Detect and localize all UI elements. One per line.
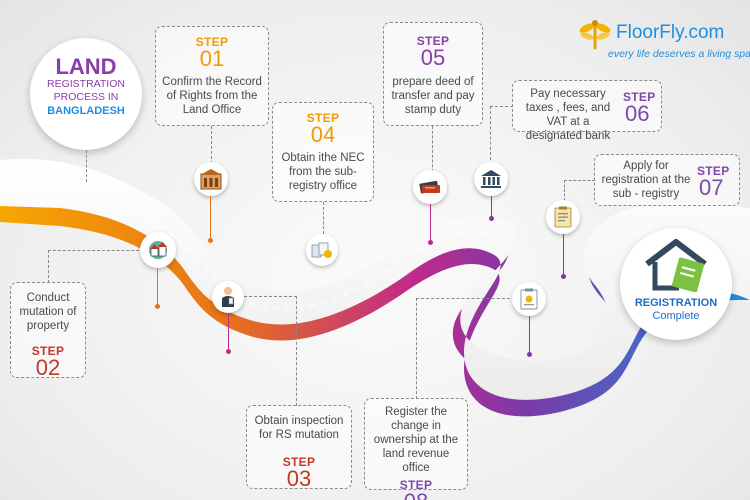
title-country: BANGLADESH xyxy=(47,105,125,117)
step-03-text: Obtain inspection for RS mutation xyxy=(254,415,344,441)
step-03-card: Obtain inspection for RS mutation STEP 0… xyxy=(246,405,352,491)
step-07-dot xyxy=(561,274,566,279)
step-04-text: Obtain ithe NEC from the sub-registry of… xyxy=(281,152,365,192)
step-05-dot xyxy=(428,240,433,245)
step-06-connector xyxy=(490,106,513,165)
step-08-dot xyxy=(527,352,532,357)
brand-name: FloorFly.com xyxy=(616,22,725,43)
step-08-text: Register the change in ownership at the … xyxy=(373,406,459,474)
houses-icon xyxy=(149,241,167,259)
step-07-stem xyxy=(563,234,564,276)
step-01-card: STEP 01 Confirm the Record of Rights fro… xyxy=(155,26,269,126)
step-05-card: STEP 05 prepare deed of transfer and pay… xyxy=(383,22,483,126)
brand-tagline: every life deserves a living space xyxy=(608,48,750,60)
step-03-connector xyxy=(244,296,297,406)
step-08-card: Register the change in ownership at the … xyxy=(364,398,468,500)
final-subtitle: Complete xyxy=(652,310,700,322)
step-08-stem xyxy=(529,316,530,354)
step-06-dot xyxy=(489,216,494,221)
step-03-number: 03 xyxy=(286,466,312,491)
step-05-label: STEP xyxy=(416,34,450,48)
step-01-stem xyxy=(210,196,211,240)
step-07-text: Apply for registration at the sub - regi… xyxy=(601,160,691,200)
application-form-icon xyxy=(554,206,572,228)
title-badge: LAND REGISTRATION PROCESS IN BANGLADESH xyxy=(30,38,142,150)
step-06-label: STEP xyxy=(623,90,656,104)
step-06-number: 06 xyxy=(625,101,650,126)
step-01-connector xyxy=(211,126,213,164)
step-02-pin xyxy=(140,232,176,268)
step-01-pin xyxy=(194,162,228,196)
step-04-connector xyxy=(323,202,325,234)
title-registration: REGISTRATION xyxy=(47,78,125,90)
documents-icon xyxy=(311,242,332,258)
title-connector xyxy=(86,150,88,182)
step-08-label: STEP xyxy=(399,478,433,492)
title-land: LAND xyxy=(55,54,117,79)
step-04-number: 04 xyxy=(310,122,336,147)
certificate-icon xyxy=(520,288,538,310)
step-06-text: Pay necessary taxes , fees, and VAT at a… xyxy=(525,88,611,142)
step-05-number: 05 xyxy=(420,45,446,70)
step-08-pin xyxy=(512,282,546,316)
final-title: REGISTRATION xyxy=(634,297,718,309)
step-06-pin xyxy=(474,162,508,196)
step-03-label: STEP xyxy=(282,455,316,469)
step-03-pin xyxy=(212,281,244,313)
step-05-text: prepare deed of transfer and pay stamp d… xyxy=(391,76,475,116)
brand: FloorFly.com every life deserves a livin… xyxy=(578,16,750,66)
step-08-number: 08 xyxy=(365,491,467,500)
bank-icon xyxy=(481,170,501,188)
step-01-dot xyxy=(208,238,213,243)
step-04-pin xyxy=(306,234,338,266)
step-02-number: 02 xyxy=(35,355,61,380)
step-02-dot xyxy=(155,304,160,309)
step-03-dot xyxy=(226,349,231,354)
step-06-stem xyxy=(491,196,492,218)
step-04-card: STEP 04 Obtain ithe NEC from the sub-reg… xyxy=(272,102,374,202)
deed-icon xyxy=(419,180,440,194)
step-06-card: Pay necessary taxes , fees, and VAT at a… xyxy=(512,80,662,142)
title-process: PROCESS IN xyxy=(53,91,119,103)
step-03-stem xyxy=(228,313,229,351)
step-02-connector xyxy=(48,250,149,283)
step-05-pin xyxy=(413,170,447,204)
registration-complete-badge: REGISTRATION Complete xyxy=(620,228,732,340)
step-07-label: STEP xyxy=(697,164,730,178)
step-05-stem xyxy=(430,204,431,242)
inspector-icon xyxy=(222,287,234,307)
step-07-number: 07 xyxy=(699,175,724,200)
step-05-connector xyxy=(432,126,434,172)
step-07-card: Apply for registration at the sub - regi… xyxy=(594,154,740,206)
step-02-stem xyxy=(157,268,158,306)
step-02-label: STEP xyxy=(31,344,65,358)
step-01-text: Confirm the Record of Rights from the La… xyxy=(162,76,262,116)
step-07-pin xyxy=(546,200,580,234)
step-01-label: STEP xyxy=(195,35,229,49)
house-document-icon xyxy=(645,239,707,293)
step-08-connector xyxy=(416,298,515,399)
step-02-card: Conduct mutation of property STEP 02 xyxy=(10,282,86,380)
dragonfly-logo-icon xyxy=(579,20,611,50)
step-07-connector xyxy=(564,180,595,201)
step-01-number: 01 xyxy=(199,46,225,71)
office-building-icon xyxy=(200,169,222,190)
step-02-text: Conduct mutation of property xyxy=(19,292,77,332)
step-04-label: STEP xyxy=(306,111,340,125)
